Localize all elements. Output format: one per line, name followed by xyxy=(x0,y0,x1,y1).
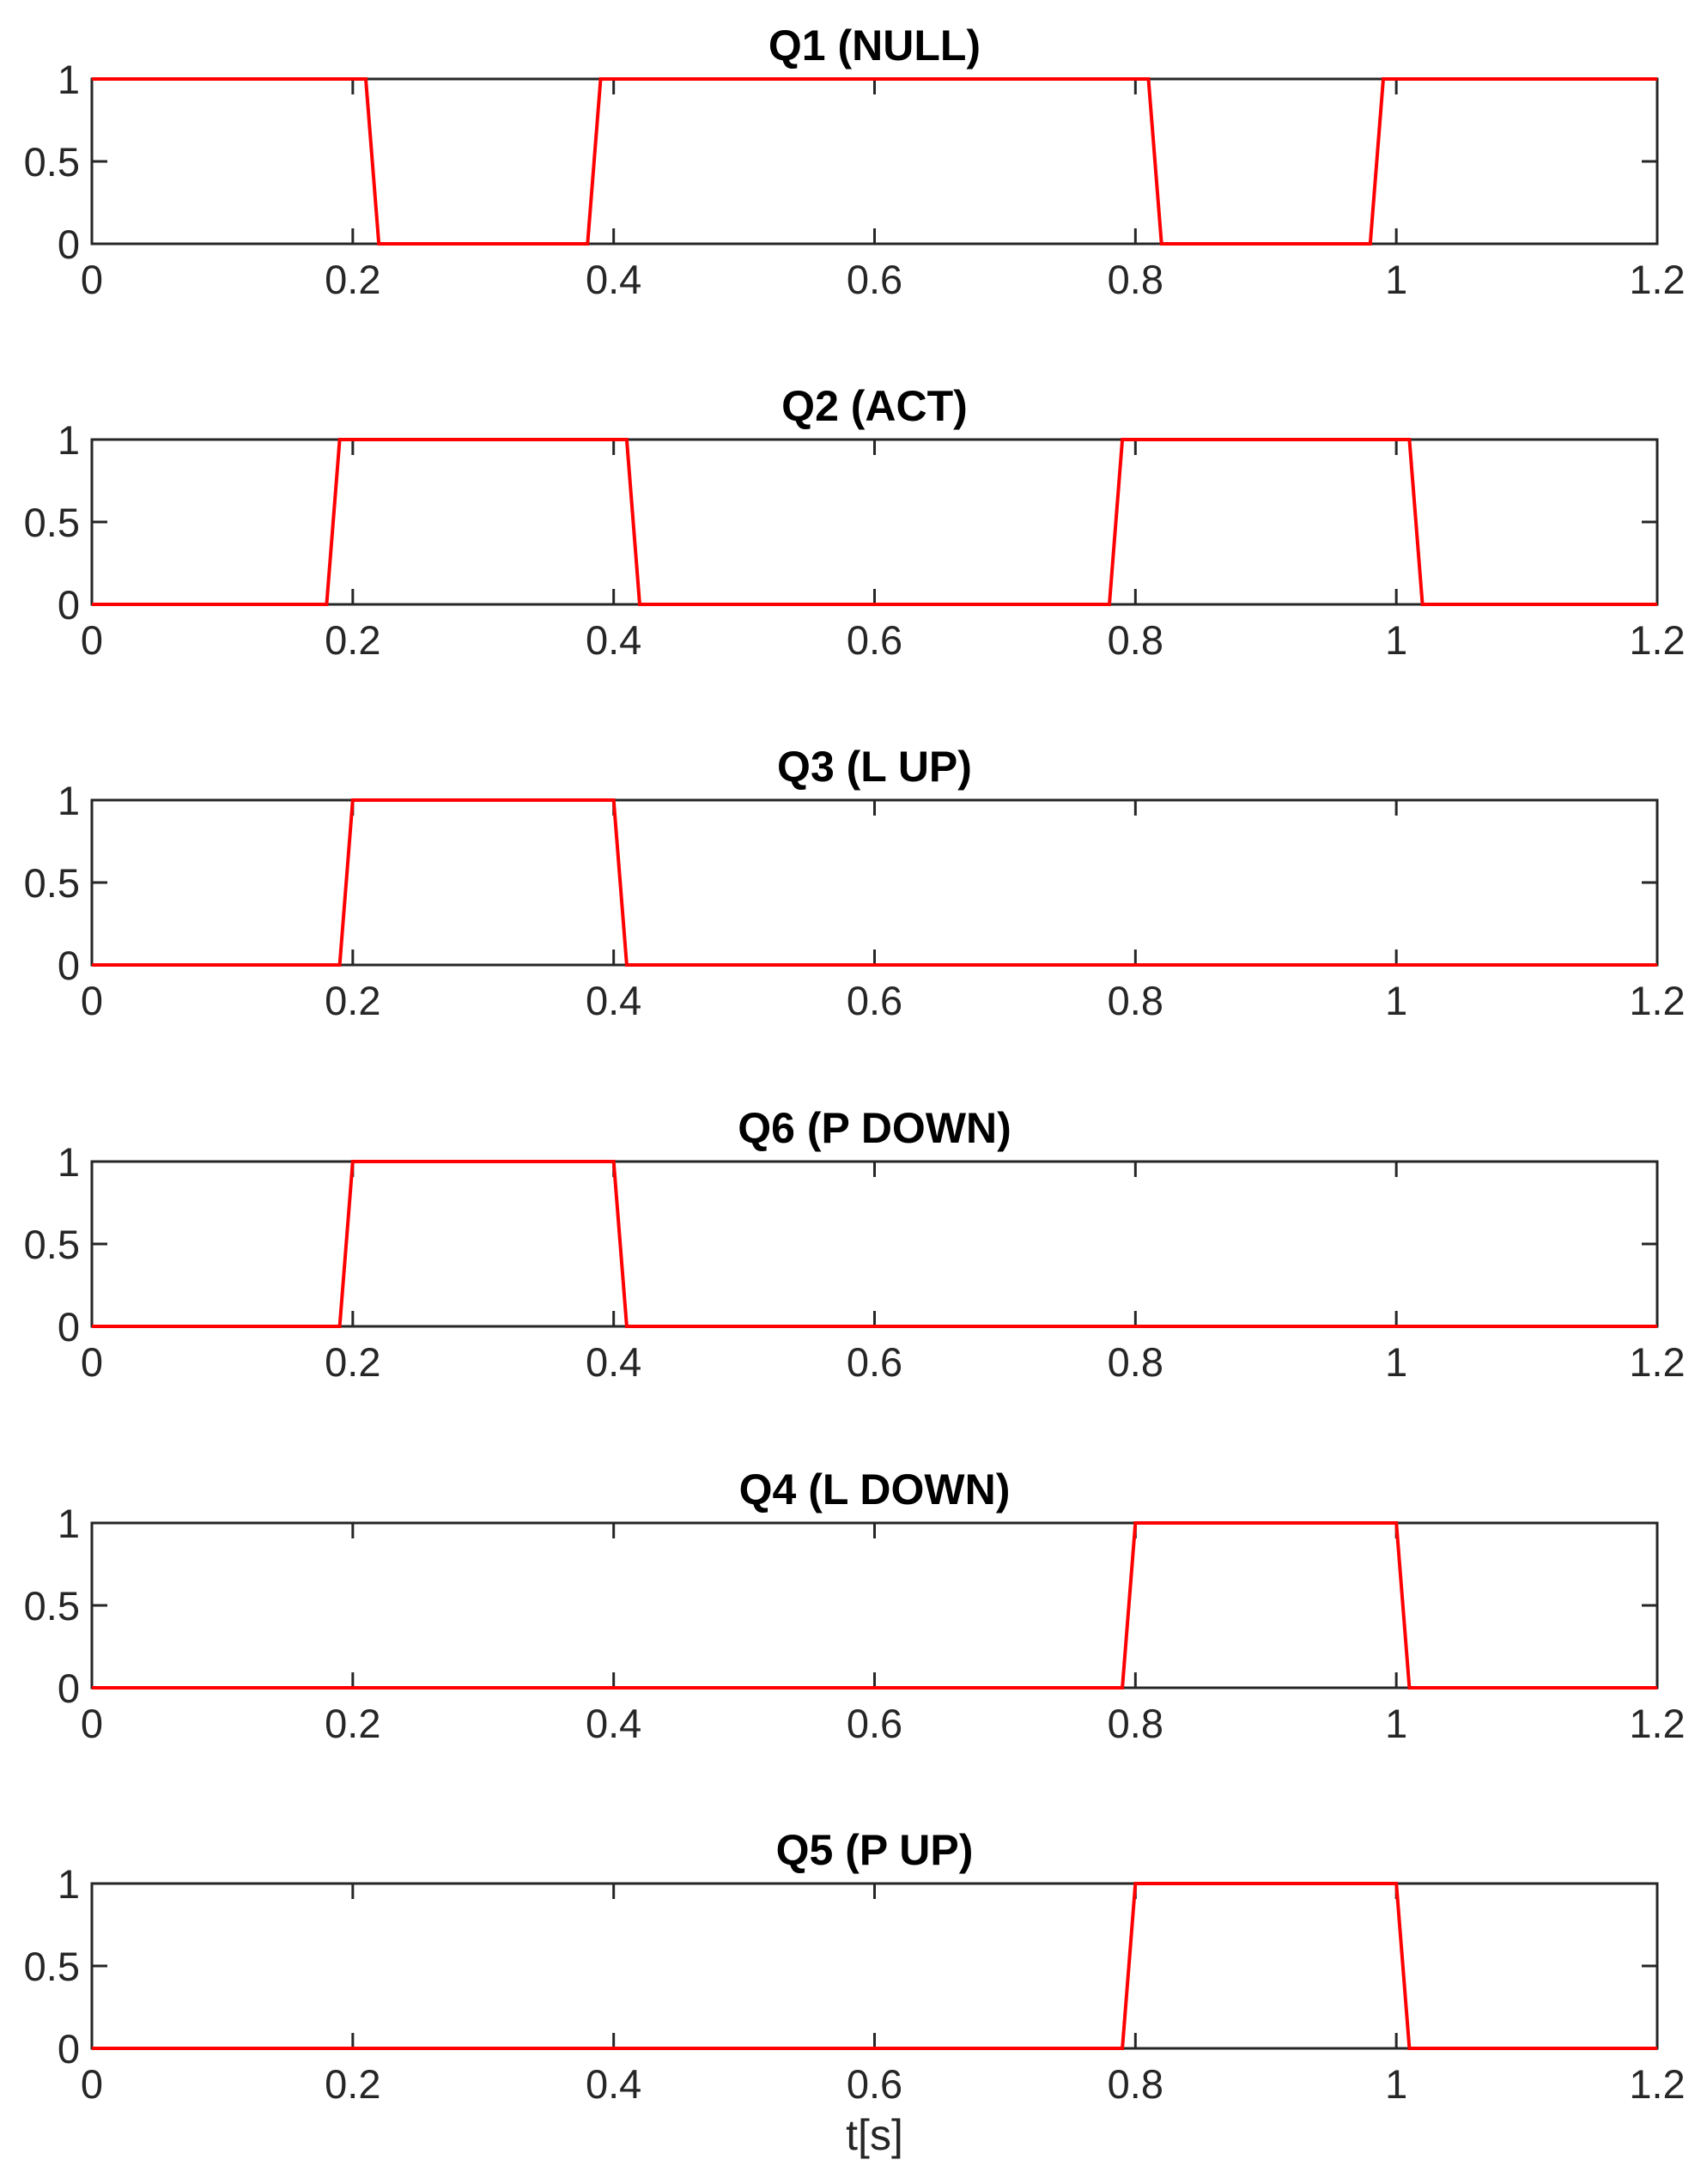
x-tick-label: 0.8 xyxy=(1108,617,1163,663)
y-tick-label: 1 xyxy=(58,1139,80,1185)
x-tick-label: 0.2 xyxy=(325,617,380,663)
x-tick-label: 0.6 xyxy=(847,617,902,663)
x-tick-label: 1 xyxy=(1385,257,1407,302)
x-tick-label: 1.2 xyxy=(1629,1701,1685,1746)
x-tick-label: 0.6 xyxy=(847,257,902,302)
y-tick-label: 0 xyxy=(58,943,80,988)
y-tick-label: 1 xyxy=(58,1861,80,1907)
x-tick-label: 0.8 xyxy=(1108,257,1163,302)
series-line xyxy=(92,1882,1657,2050)
series-line xyxy=(92,438,1657,606)
subplot-5: Q4 (L DOWN) 0 0.2 0.4 0.6 0.8 1 1.2 0 0.5 1 xyxy=(24,1465,1686,1746)
x-tick-label: 0.6 xyxy=(847,2061,902,2107)
y-tick-label: 0.5 xyxy=(24,1944,80,1989)
x-tick-label: 1.2 xyxy=(1629,2061,1685,2107)
x-tick-label: 0.2 xyxy=(325,1701,380,1746)
x-tick-label: 0.2 xyxy=(325,978,380,1023)
subplot-title: Q2 (ACT) xyxy=(781,382,968,430)
subplot-3: Q3 (L UP) 0 0.2 0.4 0.6 0.8 1 1.2 0 0.5 1 xyxy=(24,743,1686,1023)
subplot-title: Q1 (NULL) xyxy=(768,21,981,70)
x-tick-label: 0.4 xyxy=(586,257,641,302)
x-tick-label: 0.8 xyxy=(1108,2061,1163,2107)
x-tick-label: 0 xyxy=(81,2061,103,2107)
y-tick-label: 1 xyxy=(58,417,80,463)
x-tick-label: 0.4 xyxy=(586,1701,641,1746)
x-tick-label: 1 xyxy=(1385,2061,1407,2107)
x-tick-label: 0.6 xyxy=(847,1701,902,1746)
series-line xyxy=(92,1160,1657,1328)
y-tick-label: 0 xyxy=(58,221,80,267)
x-tick-label: 0.8 xyxy=(1108,978,1163,1023)
axes-frame xyxy=(90,438,1659,606)
x-tick-label: 1 xyxy=(1385,1339,1407,1385)
y-tick-label: 0 xyxy=(58,582,80,628)
axes-frame xyxy=(90,1160,1659,1328)
x-tick-label: 0.6 xyxy=(847,978,902,1023)
subplot-title: Q5 (P UP) xyxy=(776,1826,974,1874)
x-tick-label: 0.4 xyxy=(586,2061,641,2107)
y-tick-label: 0.5 xyxy=(24,500,80,545)
x-tick-label: 1 xyxy=(1385,1701,1407,1746)
x-tick-label: 1 xyxy=(1385,617,1407,663)
y-tick-label: 0.5 xyxy=(24,139,80,185)
x-tick-label: 0.2 xyxy=(325,257,380,302)
axes-frame xyxy=(90,1521,1659,1690)
axes-frame xyxy=(90,798,1659,967)
x-tick-label: 0.8 xyxy=(1108,1339,1163,1385)
y-tick-label: 1 xyxy=(58,1501,80,1546)
x-tick-label: 1.2 xyxy=(1629,978,1685,1023)
subplot-2: Q2 (ACT) 0 0.2 0.4 0.6 0.8 1 1.2 0 0.5 1 xyxy=(24,382,1686,663)
x-tick-label: 0 xyxy=(81,617,103,663)
x-tick-label: 0.4 xyxy=(586,978,641,1023)
subplot-6: Q5 (P UP) 0 0.2 0.4 0.6 0.8 1 1.2 0 0.5 1 t[s] xyxy=(24,1826,1686,2159)
series-line xyxy=(92,1521,1657,1690)
y-tick-label: 0.5 xyxy=(24,860,80,906)
x-tick-label: 0.4 xyxy=(586,617,641,663)
subplot-title: Q4 (L DOWN) xyxy=(739,1465,1011,1514)
y-tick-label: 0 xyxy=(58,2026,80,2072)
y-tick-label: 0.5 xyxy=(24,1583,80,1629)
x-tick-label: 0 xyxy=(81,1701,103,1746)
subplot-1: Q1 (NULL) 0 0.2 0.4 0.6 0.8 1 1.2 0 0.5 1 xyxy=(24,21,1686,302)
y-tick-label: 0 xyxy=(58,1665,80,1711)
y-tick-label: 0 xyxy=(58,1304,80,1350)
y-tick-label: 0.5 xyxy=(24,1222,80,1267)
x-tick-label: 1.2 xyxy=(1629,257,1685,302)
x-axis-label: t[s] xyxy=(846,2111,903,2159)
x-tick-label: 1.2 xyxy=(1629,617,1685,663)
x-tick-label: 0.4 xyxy=(586,1339,641,1385)
subplot-4: Q6 (P DOWN) 0 0.2 0.4 0.6 0.8 1 1.2 0 0.5 1 xyxy=(24,1104,1686,1385)
x-tick-label: 0 xyxy=(81,257,103,302)
subplot-title: Q6 (P DOWN) xyxy=(738,1104,1011,1152)
x-tick-label: 0 xyxy=(81,978,103,1023)
y-tick-label: 1 xyxy=(58,778,80,823)
x-tick-label: 1 xyxy=(1385,978,1407,1023)
axes-frame xyxy=(90,1882,1659,2050)
series-line xyxy=(92,798,1657,967)
series-line xyxy=(92,77,1657,246)
x-tick-label: 0.2 xyxy=(325,1339,380,1385)
y-tick-label: 1 xyxy=(58,57,80,102)
x-tick-label: 0.8 xyxy=(1108,1701,1163,1746)
axes-frame xyxy=(90,77,1659,246)
subplot-title: Q3 (L UP) xyxy=(777,743,972,791)
x-tick-label: 0.2 xyxy=(325,2061,380,2107)
x-tick-label: 1.2 xyxy=(1629,1339,1685,1385)
x-tick-label: 0 xyxy=(81,1339,103,1385)
x-tick-label: 0.6 xyxy=(847,1339,902,1385)
